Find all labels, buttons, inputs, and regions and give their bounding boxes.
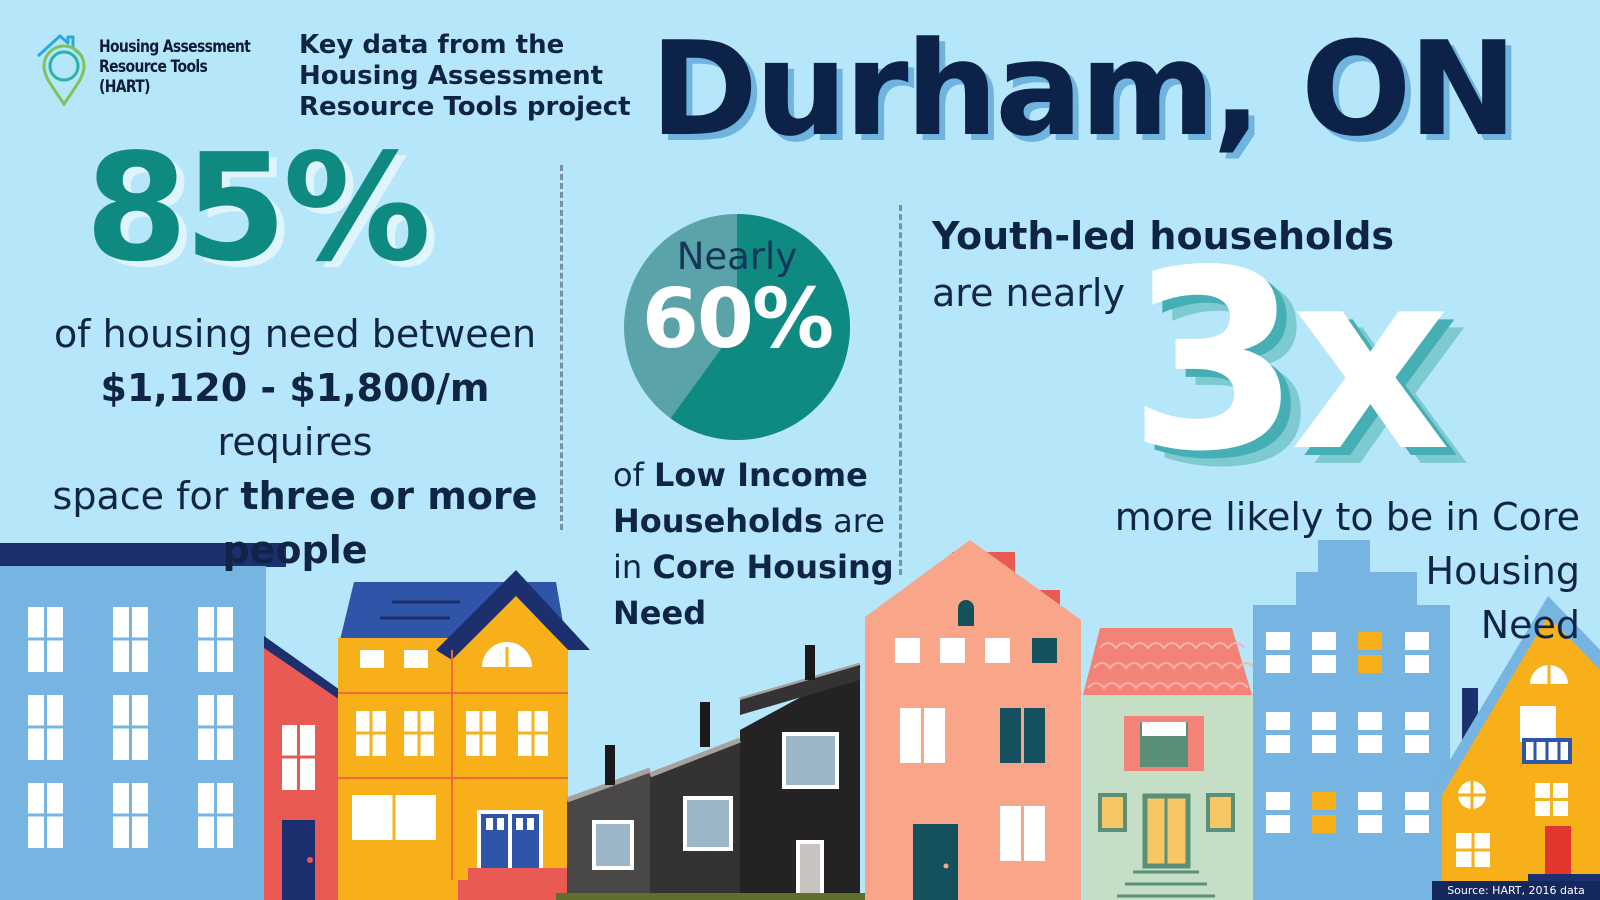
blue-tower-building <box>1253 540 1450 900</box>
stat2-households: Households <box>613 502 823 540</box>
logo-wordmark: Housing Assessment Resource Tools (HART) <box>99 37 251 97</box>
pie-nearly-label: Nearly <box>676 235 798 278</box>
green-house <box>1083 628 1255 900</box>
stat1-line4: people <box>222 528 368 572</box>
dashed-divider-left <box>560 165 563 530</box>
source-note: Source: HART, 2016 data <box>1432 881 1600 900</box>
yellow-house <box>338 570 590 900</box>
stat3-multiplier: 3x <box>1128 218 1451 506</box>
stat1-percentage: 85% <box>85 122 431 294</box>
dark-row-houses <box>556 645 886 900</box>
stat2-core-housing: Core Housing <box>652 548 894 586</box>
hart-logo <box>36 34 86 107</box>
pie-percentage: 60% <box>641 272 834 367</box>
stat3-nearly: are nearly <box>932 271 1125 315</box>
stat2-low-income: Low Income <box>654 456 868 494</box>
stat1-price-range: $1,120 - $1,800/m <box>100 366 490 410</box>
stat2-of: of <box>613 456 655 494</box>
stat1-description: of housing need between $1,120 - $1,800/m… <box>40 307 550 577</box>
salmon-house <box>865 540 1081 900</box>
stat1-line3: space for <box>52 474 241 518</box>
blue-apartment-building <box>0 543 286 900</box>
stat2-need: Need <box>613 594 707 632</box>
stat2-are: are <box>822 502 885 540</box>
stat2-in: in <box>613 548 653 586</box>
stat1-line1: of housing need between <box>53 312 537 356</box>
dashed-divider-right <box>899 205 902 575</box>
stat3-youth-heading: Youth-led households <box>932 214 1395 258</box>
stat1-line2: requires <box>217 420 373 464</box>
intro-heading: Key data from the Housing Assessment Res… <box>299 30 631 122</box>
stat1-emphasis: three or more <box>240 474 538 518</box>
location-pin-icon <box>36 34 86 107</box>
yellow-a-frame-house <box>1432 596 1600 900</box>
pie-main-slice <box>670 214 850 440</box>
pie-chart-60-percent <box>624 214 850 440</box>
stat3-description: more likely to be in Core Housing Need <box>1114 495 1580 647</box>
red-house <box>264 636 340 900</box>
page-title: Durham, ON <box>650 13 1517 165</box>
stat2-description: of Low Income Households are in Core Housi… <box>613 452 903 636</box>
